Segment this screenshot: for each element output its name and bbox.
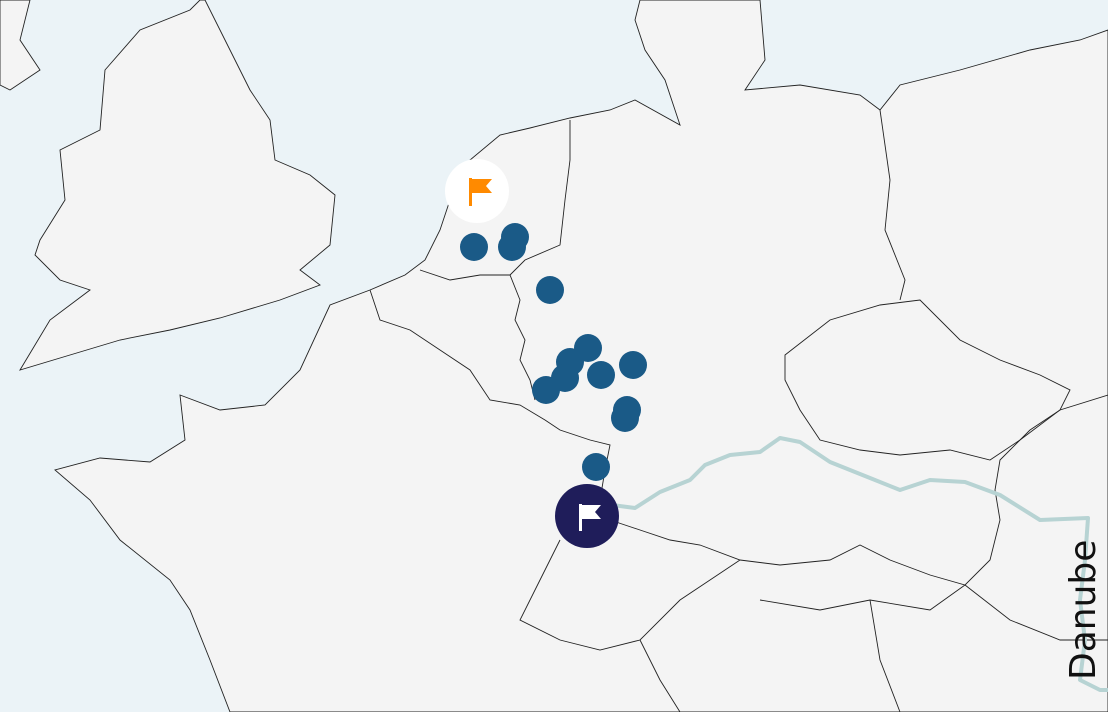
river-label-danube: Danube (1063, 540, 1104, 680)
location-marker[interactable] (498, 233, 526, 261)
start-flag-marker[interactable] (445, 159, 509, 223)
land-great-britain (19, 0, 336, 371)
flag-icon (469, 178, 492, 206)
location-marker[interactable] (536, 276, 564, 304)
land-ireland (0, 0, 41, 91)
end-flag-marker[interactable] (555, 484, 619, 548)
river-danube (611, 436, 1108, 692)
location-marker[interactable] (582, 453, 610, 481)
location-marker[interactable] (611, 404, 639, 432)
location-marker[interactable] (532, 376, 560, 404)
location-marker[interactable] (460, 233, 488, 261)
location-marker[interactable] (587, 361, 615, 389)
location-marker[interactable] (619, 351, 647, 379)
location-markers (460, 223, 647, 481)
flag-icon (579, 504, 601, 531)
